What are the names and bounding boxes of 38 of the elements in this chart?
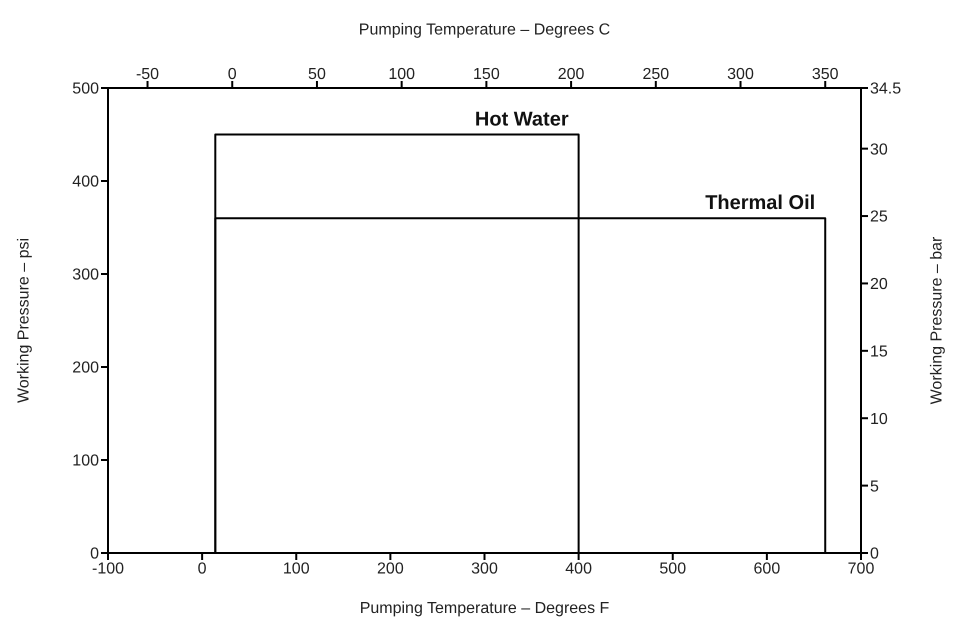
x-tick-label: -100 xyxy=(92,560,124,578)
y2-axis-title: Working Pressure – bar xyxy=(928,236,946,404)
x-tick-label: 100 xyxy=(282,560,310,578)
x-tick-label: 0 xyxy=(198,560,207,578)
y2-tick-label: 25 xyxy=(870,208,888,226)
y-tick-label: 100 xyxy=(72,452,100,470)
x2-tick-label: 250 xyxy=(642,66,670,83)
x2-tick-label: 350 xyxy=(812,66,839,83)
y2-tick-label: 5 xyxy=(870,478,879,496)
x2-tick-label: 50 xyxy=(308,66,326,83)
x-tick-label: 200 xyxy=(377,560,404,578)
x2-axis-title: Pumping Temperature – Degrees C xyxy=(358,21,610,38)
x-tick-label: 500 xyxy=(659,560,686,578)
y-tick-label: 300 xyxy=(72,266,100,284)
y-axis-title: Working Pressure – psi xyxy=(16,238,33,404)
x-tick-label: 300 xyxy=(471,560,498,578)
series-label: Thermal Oil xyxy=(705,192,816,214)
x2-tick-label: 300 xyxy=(727,66,754,83)
y2-tick-label: 30 xyxy=(870,141,888,158)
x2-tick-label: -50 xyxy=(136,66,160,83)
x2-tick-label: 0 xyxy=(228,66,237,83)
y-tick-label: 400 xyxy=(72,174,100,191)
y-tick-label: 0 xyxy=(90,546,100,563)
x2-tick-label: 150 xyxy=(473,66,500,83)
x-tick-label: 700 xyxy=(848,560,874,578)
x-tick-label: 600 xyxy=(754,560,780,578)
x2-tick-label: 200 xyxy=(558,66,585,83)
y2-tick-label: 10 xyxy=(870,410,888,428)
x-tick-label: 400 xyxy=(565,560,592,578)
y2-tick-label: 20 xyxy=(870,276,888,294)
x2-tick-label: 100 xyxy=(388,66,416,83)
y-tick-label: 200 xyxy=(72,360,100,377)
y-tick-label: 500 xyxy=(72,80,100,98)
y2-tick-label: 0 xyxy=(870,546,879,563)
y2-tick-label: 15 xyxy=(870,344,888,361)
x-axis-title: Pumping Temperature – Degrees F xyxy=(360,600,610,617)
series-label: Hot Water xyxy=(474,108,569,130)
y2-tick-label: 34.5 xyxy=(870,80,902,98)
